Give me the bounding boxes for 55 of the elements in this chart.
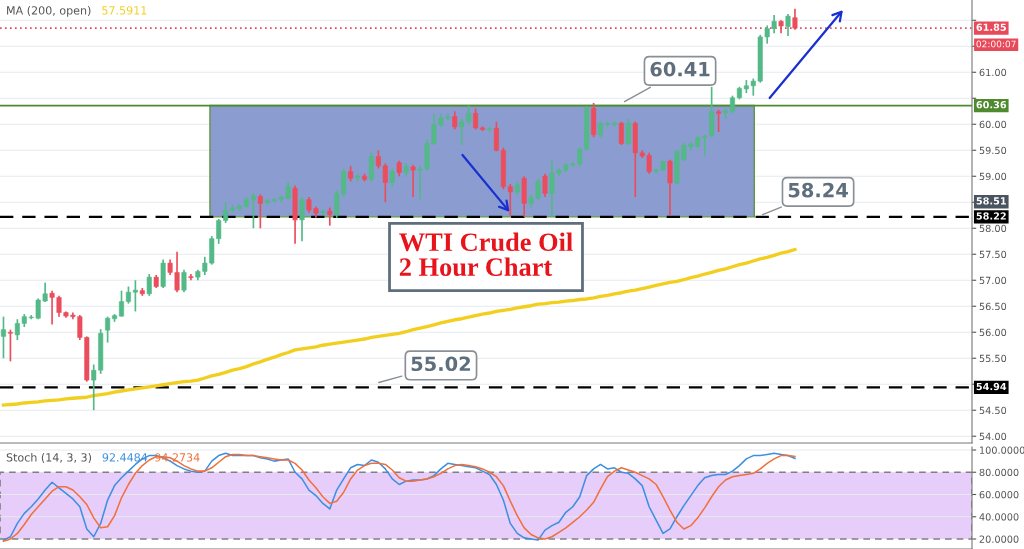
y-tick-label: 60.0000 [979,490,1019,499]
y-tick-label: 58.00 [979,224,1007,233]
y-tick-label: 61.00 [979,68,1007,77]
candlestick [299,196,305,243]
candlestick [250,192,256,230]
candlestick [729,94,735,115]
ref-line-label: 54.94 [976,382,1007,391]
ref-line-label: 60.36 [976,101,1007,109]
candlestick [368,152,374,183]
candlestick [389,167,395,188]
series-label: 92.4484 [102,453,148,462]
ref-line-label: 58.22 [976,212,1006,220]
text: 02:00:07 [976,40,1016,48]
candlestick [625,118,631,146]
candlestick [716,108,722,133]
y-tick-label: 54.00 [979,432,1007,441]
candlestick [119,289,124,318]
y-tick-label: 56.00 [979,328,1007,337]
y-tick-label: 100.0000 [980,446,1024,454]
annotation: 55.02 [411,356,470,372]
candlestick [132,279,138,313]
y-tick-label: 59.50 [979,146,1007,155]
text: WTI Crude Oil 2 Hour Chart [399,232,573,277]
annotation: 60.41 [650,61,710,77]
candlestick [410,163,416,198]
text: MA (200, open) [7,6,91,17]
candlestick [146,273,152,297]
y-tick-label: 20.0000 [979,535,1019,543]
candlestick [667,158,673,217]
y-tick-label: 57.50 [979,250,1007,259]
candlestick [7,328,13,363]
candlestick [709,85,715,139]
y-tick-label: 55.50 [979,354,1007,363]
candlestick [785,13,791,37]
candlestick [452,110,458,131]
candlestick [257,193,263,230]
ref-line-label: 61.85 [976,23,1006,31]
candlestick [0,315,6,360]
candlestick [542,172,548,198]
candlestick [618,120,624,146]
y-tick-label: 54.50 [979,406,1007,415]
y-tick-label: 60.00 [979,120,1007,129]
candlestick [160,258,166,289]
text: 57.5911 [102,6,147,15]
y-tick-label: 57.00 [979,276,1007,285]
y-tick-label: 40.0000 [979,513,1019,521]
y-tick-label: 59.00 [979,172,1007,181]
chart-title: Stoch (14, 3, 3) [6,453,92,463]
candlestick [181,269,187,294]
y-tick-label: 80.0000 [979,468,1019,477]
annotation: 58.24 [788,182,848,198]
candlestick [105,315,111,344]
annotation: 58.51 [976,197,1006,205]
y-tick-label: 56.50 [979,302,1007,311]
candlestick [327,206,333,227]
